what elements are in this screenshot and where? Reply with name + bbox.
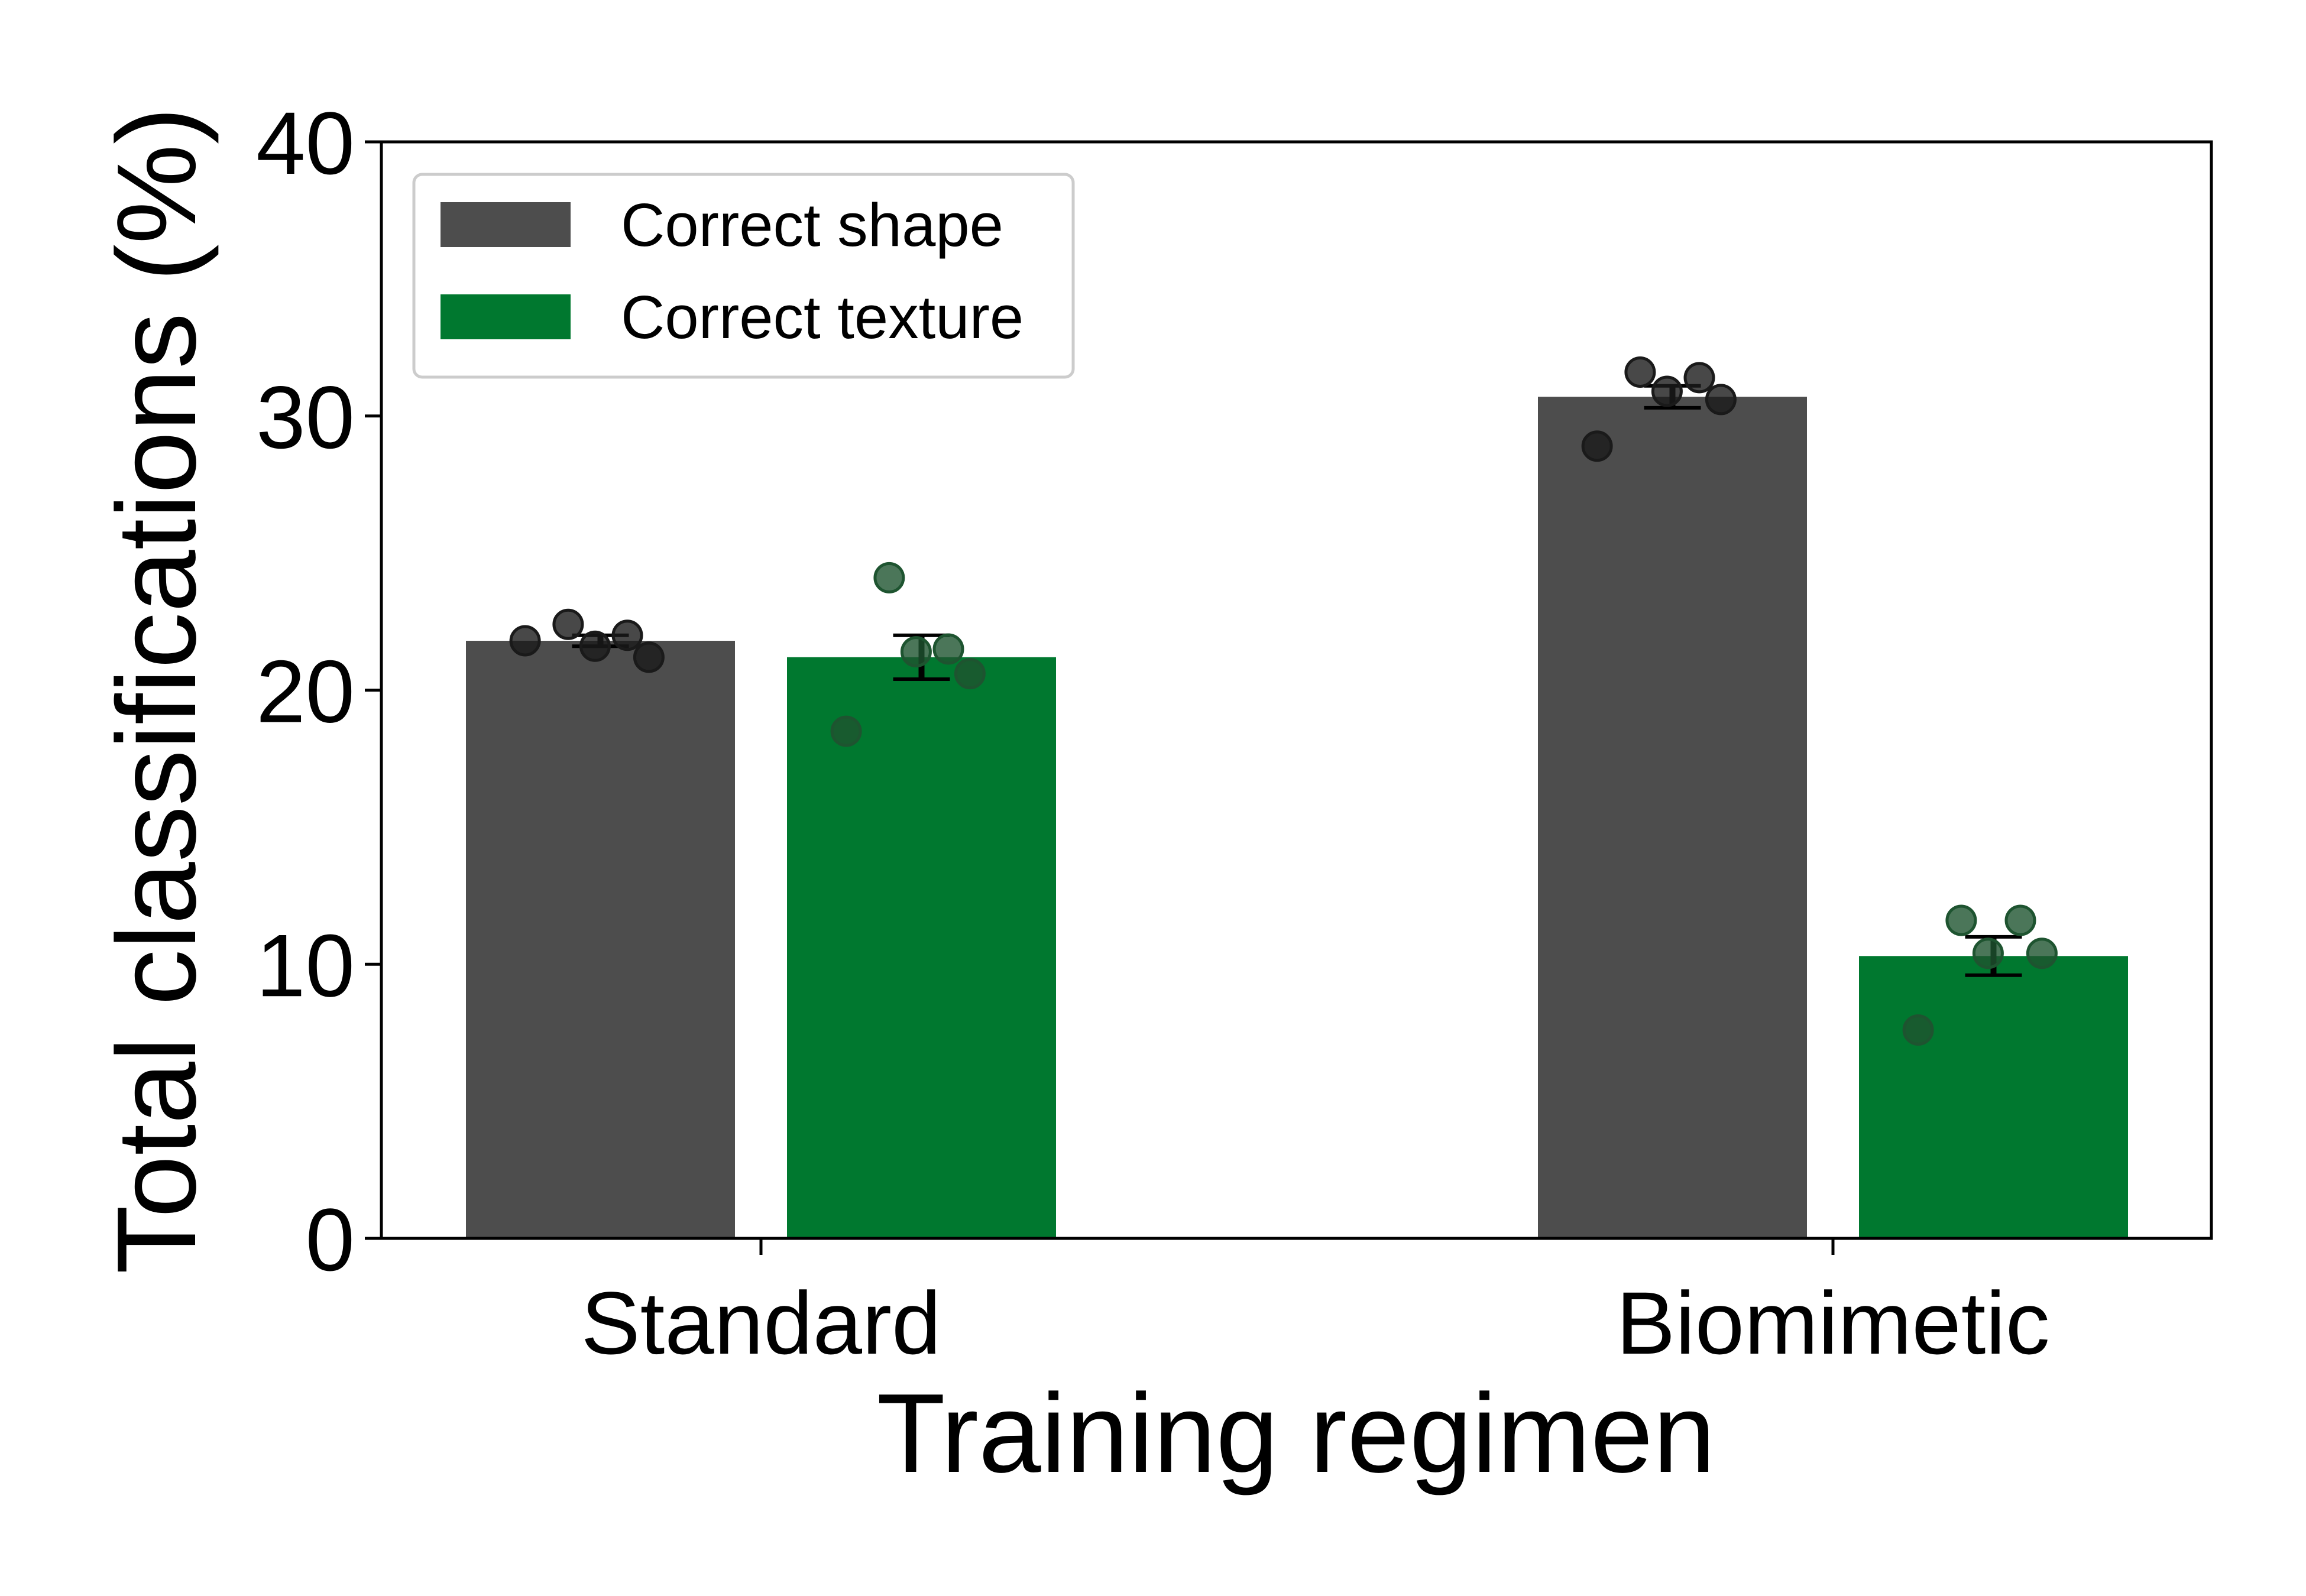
data-point-correct-texture-biomimetic <box>1945 904 1977 936</box>
data-point-correct-shape-biomimetic <box>1651 375 1683 407</box>
y-axis-label: Total classifications (%) <box>94 107 219 1274</box>
legend-label-correct-shape: Correct shape <box>621 191 1003 259</box>
legend-swatch-correct-texture <box>441 294 571 339</box>
bar-correct-texture-standard <box>787 657 1056 1238</box>
x-axis-ticks: Standard Biomimetic <box>581 1238 2050 1373</box>
x-tick-label-biomimetic: Biomimetic <box>1616 1273 2049 1373</box>
x-axis-label: Training regimen <box>877 1371 1716 1496</box>
y-tick-label: 0 <box>306 1190 355 1289</box>
data-point-correct-shape-biomimetic <box>1624 356 1656 388</box>
data-point-correct-texture-biomimetic <box>1972 938 2004 969</box>
bar-correct-shape-standard <box>466 641 735 1238</box>
data-point-correct-shape-biomimetic <box>1705 384 1737 416</box>
x-tick-label-standard: Standard <box>581 1273 941 1373</box>
data-point-correct-texture-standard <box>954 658 986 690</box>
data-point-correct-texture-standard <box>932 633 964 665</box>
legend-swatch-correct-shape <box>441 202 571 247</box>
legend: Correct shape Correct texture <box>412 173 1075 379</box>
bar-correct-texture-biomimetic <box>1859 956 2128 1238</box>
data-point-correct-shape-standard <box>509 625 541 657</box>
legend-label-correct-texture: Correct texture <box>621 283 1024 351</box>
data-point-correct-texture-biomimetic <box>2004 904 2036 936</box>
data-point-correct-texture-standard <box>830 715 862 747</box>
data-point-correct-shape-standard <box>611 619 643 651</box>
y-tick-label: 40 <box>256 93 355 193</box>
data-point-correct-texture-biomimetic <box>1902 1014 1934 1046</box>
data-point-correct-texture-standard <box>900 636 932 668</box>
data-point-correct-shape-standard <box>633 641 665 673</box>
y-axis-ticks: 0 10 20 30 40 <box>256 93 381 1289</box>
data-point-correct-shape-standard <box>579 630 611 662</box>
y-tick-label: 10 <box>256 916 355 1015</box>
data-point-correct-shape-biomimetic <box>1683 362 1715 394</box>
bars-layer <box>466 397 2128 1238</box>
data-point-correct-shape-standard <box>552 608 584 640</box>
data-points-layer <box>509 356 2058 1046</box>
y-tick-label: 30 <box>256 368 355 467</box>
data-point-correct-shape-biomimetic <box>1581 430 1613 462</box>
y-tick-label: 20 <box>256 642 355 741</box>
data-point-correct-texture-biomimetic <box>2026 938 2058 969</box>
legend-frame <box>412 173 1075 379</box>
data-point-correct-texture-standard <box>873 562 905 593</box>
bar-correct-shape-biomimetic <box>1538 397 1807 1238</box>
